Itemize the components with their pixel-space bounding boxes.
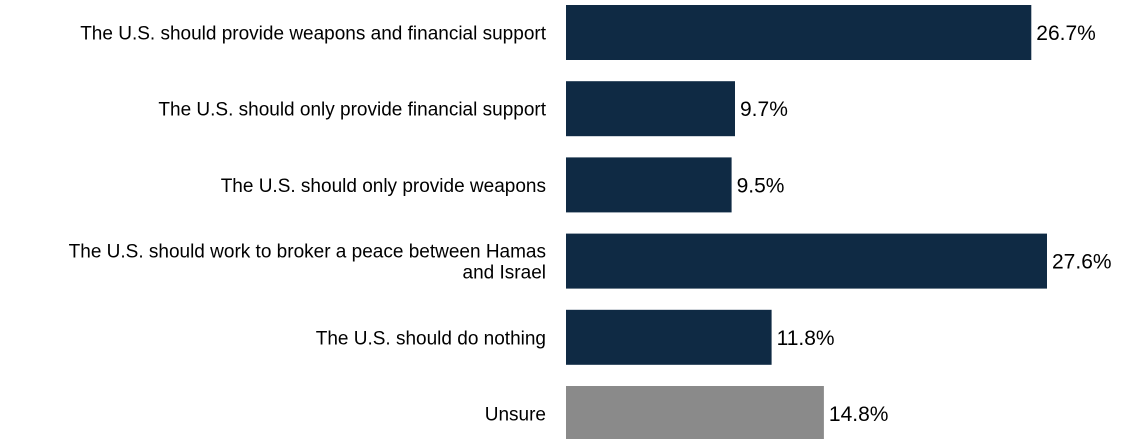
bar-4 bbox=[566, 309, 772, 365]
category-label-0: The U.S. should provide weapons and fina… bbox=[80, 24, 547, 45]
bar-3 bbox=[566, 233, 1047, 289]
value-label-4: 11.8% bbox=[777, 327, 835, 350]
value-label-0: 26.7% bbox=[1036, 22, 1096, 45]
bars bbox=[566, 5, 1047, 439]
category-label-3-line-0: The U.S. should work to broker a peace b… bbox=[69, 242, 546, 263]
value-label-1: 9.7% bbox=[740, 98, 788, 121]
value-label-2: 9.5% bbox=[737, 174, 785, 197]
value-label-5: 14.8% bbox=[829, 403, 889, 426]
bar-2 bbox=[566, 157, 732, 213]
category-label-2: The U.S. should only provide weapons bbox=[221, 176, 546, 197]
category-label-1: The U.S. should only provide financial s… bbox=[158, 100, 546, 121]
category-label-4: The U.S. should do nothing bbox=[316, 328, 546, 349]
bar-1 bbox=[566, 81, 735, 137]
category-labels: The U.S. should provide weapons and fina… bbox=[69, 24, 547, 426]
category-label-5: Unsure bbox=[485, 405, 546, 426]
bar-5 bbox=[566, 386, 824, 439]
value-labels: 26.7% 9.7% 9.5% 27.6% 11.8% 14.8% bbox=[737, 22, 1112, 426]
bar-0 bbox=[566, 5, 1032, 60]
category-label-3-line-1: and Israel bbox=[463, 263, 546, 284]
value-label-3: 27.6% bbox=[1052, 251, 1112, 274]
